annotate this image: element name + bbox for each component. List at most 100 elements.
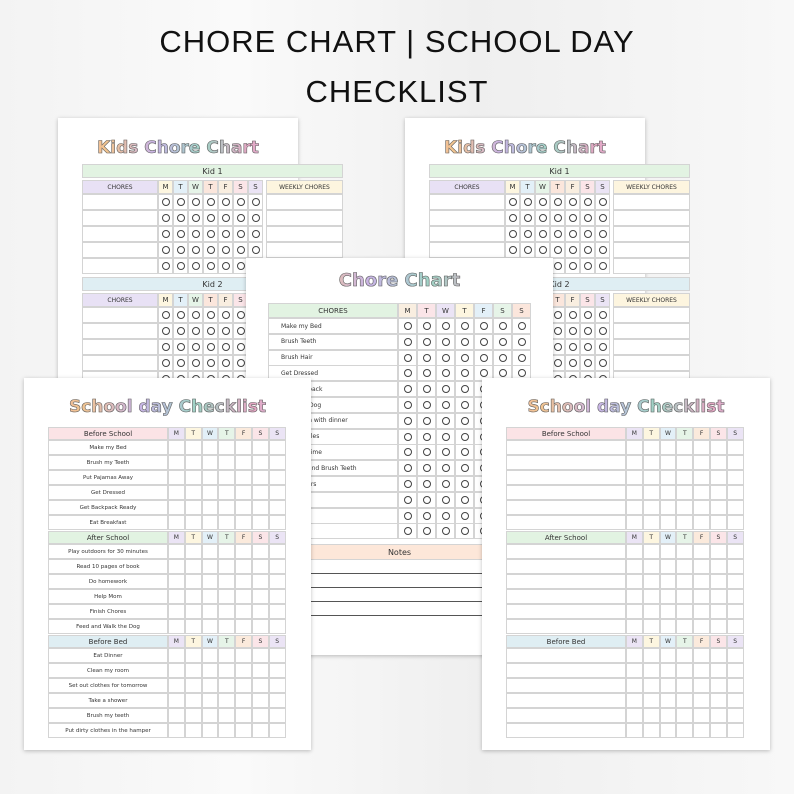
checkbox-circle-icon[interactable]	[422, 448, 431, 457]
day-check-box[interactable]	[726, 574, 744, 589]
checkbox-circle-icon[interactable]	[441, 401, 450, 409]
day-check-box[interactable]	[710, 515, 727, 530]
day-check-box[interactable]	[676, 678, 694, 693]
day-check-box[interactable]	[235, 515, 252, 530]
checkbox-circle-icon[interactable]	[422, 401, 431, 409]
day-check-box[interactable]	[726, 678, 744, 693]
checkbox-circle-icon[interactable]	[538, 246, 547, 254]
day-check-box[interactable]	[710, 663, 727, 678]
checkbox-circle-icon[interactable]	[422, 464, 431, 473]
checkbox-circle-icon[interactable]	[460, 495, 469, 504]
day-check-box[interactable]	[693, 470, 710, 485]
checkbox-circle-icon[interactable]	[236, 343, 245, 351]
day-check-box[interactable]	[726, 589, 744, 604]
checkbox-circle-icon[interactable]	[236, 327, 245, 335]
checkbox-circle-icon[interactable]	[221, 343, 230, 351]
day-check-box[interactable]	[726, 500, 744, 515]
day-check-box[interactable]	[168, 648, 185, 663]
checkbox-circle-icon[interactable]	[176, 262, 185, 270]
checkbox-circle-icon[interactable]	[403, 527, 412, 536]
chore-row-field[interactable]	[82, 355, 158, 371]
checkbox-circle-icon[interactable]	[568, 311, 577, 319]
checkbox-circle-icon[interactable]	[176, 327, 185, 335]
checkbox-circle-icon[interactable]	[221, 246, 230, 254]
day-check-box[interactable]	[201, 440, 219, 455]
checkbox-circle-icon[interactable]	[568, 214, 577, 222]
day-check-box[interactable]	[235, 663, 252, 678]
day-check-box[interactable]	[201, 559, 219, 574]
day-check-box[interactable]	[693, 500, 710, 515]
checkbox-circle-icon[interactable]	[161, 246, 170, 254]
day-check-box[interactable]	[168, 500, 185, 515]
day-check-box[interactable]	[659, 678, 677, 693]
checkbox-circle-icon[interactable]	[460, 527, 469, 536]
day-check-box[interactable]	[626, 678, 643, 693]
checkbox-circle-icon[interactable]	[422, 353, 431, 362]
day-check-box[interactable]	[676, 515, 694, 530]
day-check-box[interactable]	[676, 619, 694, 634]
day-check-box[interactable]	[693, 604, 710, 619]
checkbox-circle-icon[interactable]	[598, 246, 607, 254]
day-check-box[interactable]	[201, 648, 219, 663]
day-check-box[interactable]	[659, 604, 677, 619]
checkbox-circle-icon[interactable]	[553, 214, 562, 222]
day-check-box[interactable]	[676, 455, 694, 470]
checkbox-circle-icon[interactable]	[479, 337, 488, 346]
day-check-box[interactable]	[252, 708, 269, 723]
day-check-box[interactable]	[659, 515, 677, 530]
checkbox-circle-icon[interactable]	[161, 198, 170, 206]
checkbox-circle-icon[interactable]	[460, 511, 469, 520]
day-check-box[interactable]	[659, 708, 677, 723]
day-check-box[interactable]	[726, 515, 744, 530]
checkbox-circle-icon[interactable]	[553, 230, 562, 238]
checkbox-circle-icon[interactable]	[523, 198, 532, 206]
day-check-box[interactable]	[676, 723, 694, 738]
day-check-box[interactable]	[268, 500, 286, 515]
day-check-box[interactable]	[235, 619, 252, 634]
checkbox-circle-icon[interactable]	[441, 448, 450, 457]
checkbox-circle-icon[interactable]	[161, 311, 170, 319]
checkbox-circle-icon[interactable]	[191, 230, 200, 238]
checkbox-circle-icon[interactable]	[523, 230, 532, 238]
checkbox-circle-icon[interactable]	[161, 262, 170, 270]
day-check-box[interactable]	[252, 500, 269, 515]
day-check-box[interactable]	[168, 723, 185, 738]
day-check-box[interactable]	[676, 544, 694, 559]
day-check-box[interactable]	[268, 619, 286, 634]
day-check-box[interactable]	[710, 455, 727, 470]
day-check-box[interactable]	[184, 485, 202, 500]
checkbox-circle-icon[interactable]	[568, 262, 577, 270]
day-check-box[interactable]	[235, 544, 252, 559]
weekly-chore-field[interactable]	[613, 210, 690, 226]
checkbox-circle-icon[interactable]	[460, 480, 469, 488]
checkbox-circle-icon[interactable]	[251, 230, 260, 238]
day-check-box[interactable]	[642, 619, 660, 634]
checkbox-circle-icon[interactable]	[479, 322, 488, 330]
checkbox-circle-icon[interactable]	[206, 246, 215, 254]
checkbox-circle-icon[interactable]	[598, 311, 607, 319]
day-check-box[interactable]	[218, 515, 236, 530]
day-check-box[interactable]	[252, 470, 269, 485]
checkbox-circle-icon[interactable]	[236, 214, 245, 222]
checkbox-circle-icon[interactable]	[583, 214, 592, 222]
day-check-box[interactable]	[252, 678, 269, 693]
checkbox-circle-icon[interactable]	[403, 337, 412, 346]
checkbox-circle-icon[interactable]	[191, 343, 200, 351]
day-check-box[interactable]	[659, 559, 677, 574]
checkbox-circle-icon[interactable]	[598, 343, 607, 351]
day-check-box[interactable]	[726, 619, 744, 634]
checkbox-circle-icon[interactable]	[441, 495, 450, 504]
day-check-box[interactable]	[235, 589, 252, 604]
checkbox-circle-icon[interactable]	[206, 311, 215, 319]
checkbox-circle-icon[interactable]	[191, 246, 200, 254]
day-check-box[interactable]	[659, 619, 677, 634]
checkbox-circle-icon[interactable]	[403, 416, 412, 425]
checkbox-circle-icon[interactable]	[422, 385, 431, 394]
day-check-box[interactable]	[201, 470, 219, 485]
checkbox-circle-icon[interactable]	[206, 262, 215, 270]
checkbox-circle-icon[interactable]	[221, 230, 230, 238]
checkbox-circle-icon[interactable]	[236, 246, 245, 254]
day-check-box[interactable]	[642, 723, 660, 738]
day-check-box[interactable]	[676, 648, 694, 663]
day-check-box[interactable]	[676, 589, 694, 604]
